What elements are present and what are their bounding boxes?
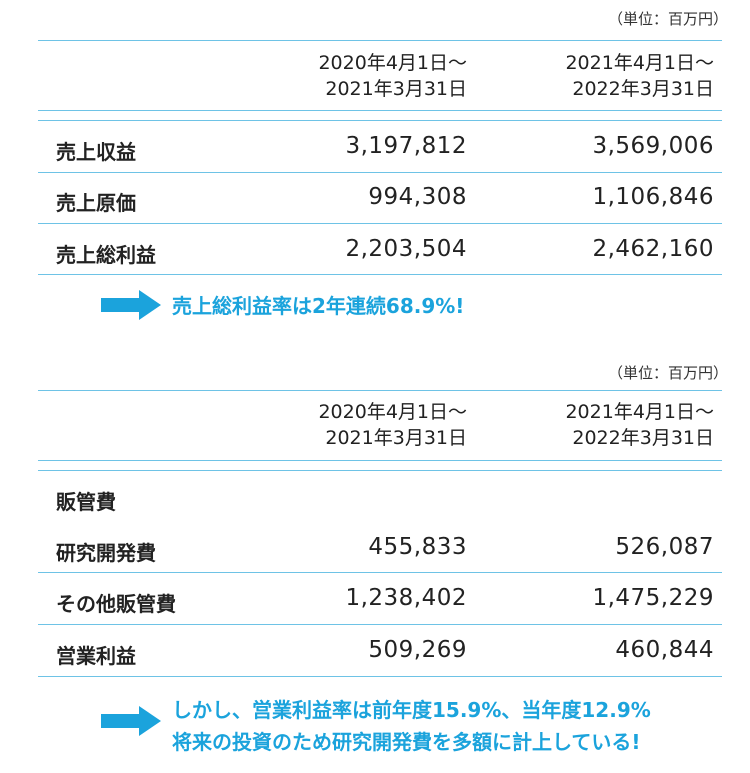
row-label-rnd: 研究開発費 xyxy=(56,541,156,565)
operating-profit-2021: 509,269 xyxy=(368,637,467,663)
table2-top-rule xyxy=(38,390,722,391)
period-2-start: 2021年4月1日～ xyxy=(565,401,714,423)
other-sga-2021: 1,238,402 xyxy=(345,585,467,611)
cost-of-sales-2022: 1,106,846 xyxy=(592,184,714,210)
table2-header-period-2: 2021年4月1日～ 2022年3月31日 xyxy=(565,399,714,451)
period-1-end: 2021年3月31日 xyxy=(325,78,467,100)
unit-label: （単位：百万円） xyxy=(607,10,728,28)
row-label-gross-profit: 売上総利益 xyxy=(56,243,156,267)
callout-operating-margin-line-2: 将来の投資のため研究開発費を多額に計上している! xyxy=(172,730,641,754)
table1-header-rule xyxy=(38,110,722,111)
table2-header-rule-2 xyxy=(38,470,722,471)
section-label-sga: 販管費 xyxy=(56,490,116,514)
row-label-other-sga: その他販管費 xyxy=(56,592,176,616)
callout-operating-margin: しかし、営業利益率は前年度15.9%、当年度12.9% 将来の投資のため研究開発… xyxy=(172,694,651,758)
period-1-start: 2020年4月1日～ xyxy=(318,52,467,74)
table1-row-rule-2 xyxy=(38,223,722,224)
table2-header-period-1: 2020年4月1日～ 2021年3月31日 xyxy=(318,399,467,451)
table2-row-rule-1 xyxy=(38,572,722,573)
callout-operating-margin-line-1: しかし、営業利益率は前年度15.9%、当年度12.9% xyxy=(172,698,651,722)
table2-row-rule-2 xyxy=(38,624,722,625)
period-2-end: 2022年3月31日 xyxy=(572,427,714,449)
revenue-2022: 3,569,006 xyxy=(592,133,714,159)
table1-header-rule-2 xyxy=(38,120,722,121)
row-label-operating-profit: 営業利益 xyxy=(56,644,136,668)
other-sga-2022: 1,475,229 xyxy=(592,585,714,611)
period-2-end: 2022年3月31日 xyxy=(572,78,714,100)
table1-header-period-2: 2021年4月1日～ 2022年3月31日 xyxy=(565,50,714,102)
period-2-start: 2021年4月1日～ xyxy=(565,52,714,74)
arrow-right-icon xyxy=(101,706,161,736)
table2-header-rule xyxy=(38,460,722,461)
row-label-cost-of-sales: 売上原価 xyxy=(56,191,136,215)
cost-of-sales-2021: 994,308 xyxy=(368,184,467,210)
row-label-revenue: 売上収益 xyxy=(56,140,136,164)
period-1-start: 2020年4月1日～ xyxy=(318,401,467,423)
arrow-right-icon xyxy=(101,290,161,320)
table1-header-period-1: 2020年4月1日～ 2021年3月31日 xyxy=(318,50,467,102)
gross-profit-2022: 2,462,160 xyxy=(592,236,714,262)
period-1-end: 2021年3月31日 xyxy=(325,427,467,449)
rnd-2021: 455,833 xyxy=(368,534,467,560)
revenue-2021: 3,197,812 xyxy=(345,133,467,159)
table1-bottom-rule xyxy=(38,274,722,275)
table1-top-rule xyxy=(38,40,722,41)
gross-profit-2021: 2,203,504 xyxy=(345,236,467,262)
table2-bottom-rule xyxy=(38,676,722,677)
callout-gross-margin: 売上総利益率は2年連続68.9%! xyxy=(172,294,465,318)
operating-profit-2022: 460,844 xyxy=(615,637,714,663)
table1-row-rule-1 xyxy=(38,172,722,173)
rnd-2022: 526,087 xyxy=(615,534,714,560)
unit-label-2: （単位：百万円） xyxy=(607,364,728,382)
